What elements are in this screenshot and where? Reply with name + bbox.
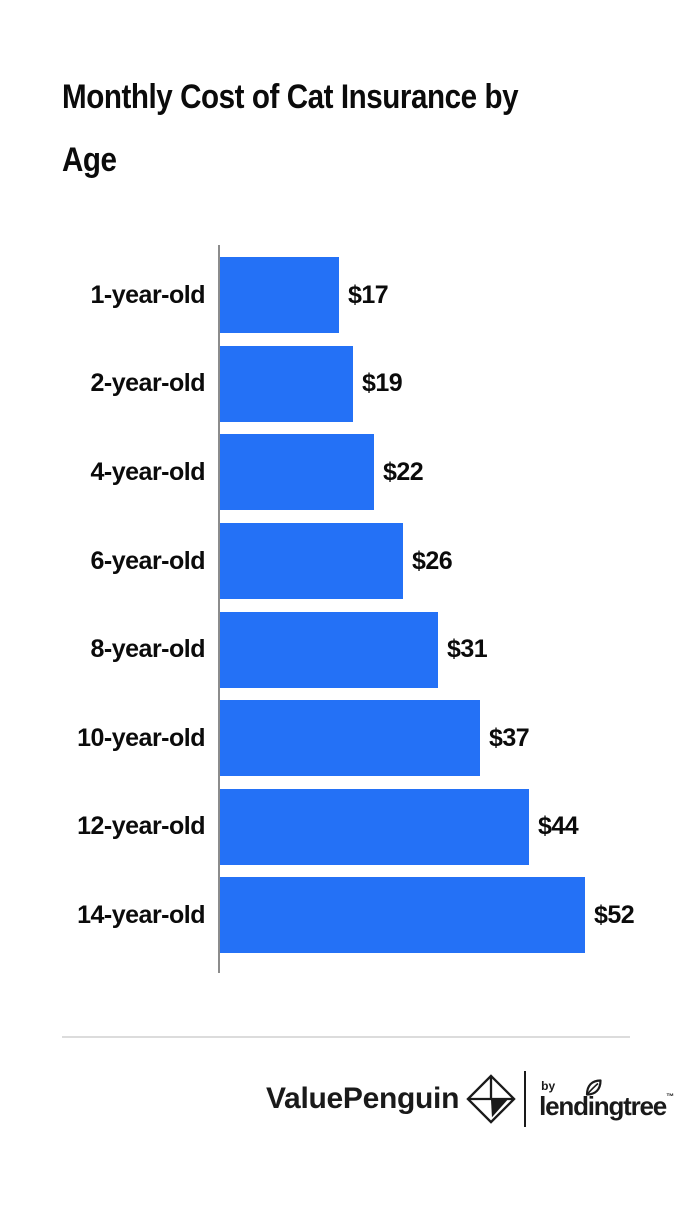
valuepenguin-diamond-icon [466, 1074, 516, 1124]
bar-row: 14-year-old $52 [0, 871, 700, 960]
value-label: $19 [362, 369, 403, 398]
category-label: 4-year-old [90, 457, 206, 486]
category-label: 1-year-old [90, 280, 206, 309]
trademark-symbol: ™ [666, 1092, 675, 1102]
bar [220, 611, 438, 688]
bar [220, 345, 353, 422]
chart-title-line1: Monthly Cost of Cat Insurance by [62, 78, 519, 116]
category-label: 2-year-old [90, 369, 206, 398]
category-label: 8-year-old [90, 635, 206, 664]
bar [220, 877, 585, 954]
logo-separator [524, 1070, 527, 1127]
bar [220, 788, 529, 865]
footer-divider [62, 1035, 630, 1038]
bar-row: 12-year-old $44 [0, 783, 700, 872]
leaf-icon [586, 1079, 602, 1096]
valuepenguin-logo-text: ValuePenguin [266, 1081, 460, 1115]
category-label: 10-year-old [77, 723, 205, 752]
bar [220, 523, 403, 600]
value-label: $52 [594, 900, 635, 929]
lendingtree-logo: by lendingtree™ [539, 1078, 674, 1119]
y-axis-line [218, 245, 220, 973]
category-label: 6-year-old [90, 546, 206, 575]
infographic-page: Monthly Cost of Cat Insurance by Age 1-y… [0, 66, 700, 1210]
brand-footer: ValuePenguin by lendingtree™ [266, 1070, 700, 1127]
chart-title: Monthly Cost of Cat Insurance by Age [62, 66, 619, 192]
bar-chart: 1-year-old $17 2-year-old $19 4-year-old $22 6… [0, 245, 700, 973]
category-label: 14-year-old [77, 900, 205, 929]
lendingtree-wordmark: lendingtree™ [539, 1079, 675, 1122]
category-label: 12-year-old [77, 812, 205, 841]
by-label: by [541, 1079, 556, 1094]
bar [220, 434, 374, 511]
bar-row: 4-year-old $22 [0, 428, 700, 517]
value-label: $26 [412, 546, 453, 575]
bar [220, 257, 339, 334]
value-label: $44 [538, 812, 579, 841]
bar-row: 2-year-old $19 [0, 340, 700, 429]
value-label: $17 [348, 280, 389, 309]
value-label: $37 [489, 723, 530, 752]
bar-row: 10-year-old $37 [0, 694, 700, 783]
chart-title-line2: Age [62, 141, 117, 179]
bar-row: 6-year-old $26 [0, 517, 700, 606]
bar [220, 700, 480, 777]
bar-row: 1-year-old $17 [0, 251, 700, 340]
lendingtree-logo-text: lendingtree [539, 1091, 667, 1122]
value-label: $31 [447, 635, 488, 664]
bar-row: 8-year-old $31 [0, 605, 700, 694]
value-label: $22 [383, 457, 424, 486]
